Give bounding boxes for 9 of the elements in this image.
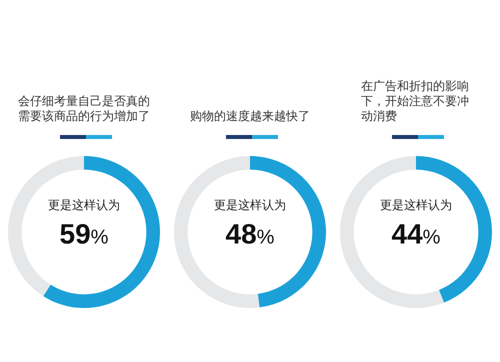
text: 44% xyxy=(392,218,441,250)
text: 更是这样认为 xyxy=(380,198,452,212)
text: 更是这样认为 xyxy=(48,198,120,212)
text: 更是这样认为 xyxy=(214,198,286,212)
chart-title: 会仔细考量自己是否真的需要该商品的行为增加了 xyxy=(17,94,151,124)
chart-title: 购物的速度越来越快了 xyxy=(190,109,310,124)
text: 48% xyxy=(226,218,275,250)
chart-title: 在广告和折扣的影响下，开始注意不要冲动消费 xyxy=(361,79,470,124)
text: 59% xyxy=(60,218,109,250)
